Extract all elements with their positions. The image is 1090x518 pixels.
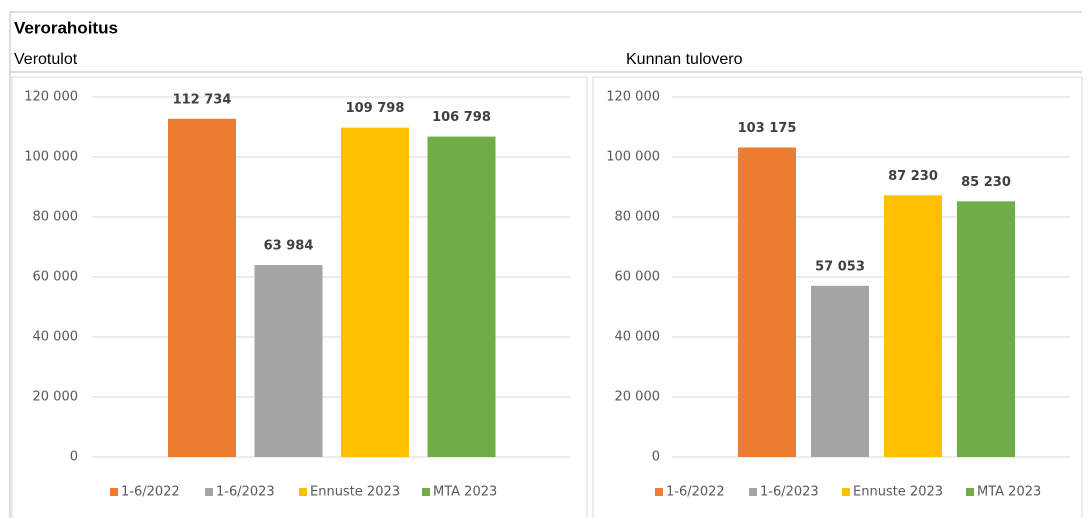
- legend-marker: [655, 488, 663, 496]
- y-tick-label: 100 000: [606, 150, 660, 165]
- legend-label: MTA 2023: [977, 485, 1041, 500]
- y-tick-label: 120 000: [24, 90, 78, 105]
- legend-marker: [966, 488, 974, 496]
- legend-label: Ennuste 2023: [853, 485, 943, 500]
- y-tick-label: 120 000: [606, 90, 660, 105]
- y-tick-label: 80 000: [615, 210, 661, 225]
- legend-marker: [842, 488, 850, 496]
- y-tick-label: 20 000: [615, 390, 661, 405]
- chart-title: Kunnan tulovero: [626, 51, 743, 68]
- y-tick-label: 40 000: [615, 330, 661, 345]
- chart-frame: [592, 76, 1083, 518]
- y-tick-label: 0: [70, 450, 78, 465]
- legend-marker: [110, 488, 118, 496]
- legend-marker: [205, 488, 213, 496]
- data-label: 63 984: [264, 239, 314, 254]
- y-tick-label: 100 000: [24, 150, 78, 165]
- legend-label: Ennuste 2023: [310, 485, 400, 500]
- data-label: 103 175: [738, 121, 797, 136]
- legend-marker: [299, 488, 307, 496]
- bar: [738, 147, 796, 457]
- data-label: 106 798: [432, 110, 491, 125]
- legend-marker: [422, 488, 430, 496]
- data-label: 57 053: [815, 259, 865, 274]
- bar: [254, 265, 323, 457]
- page-title: Verorahoitus: [14, 18, 118, 37]
- legend-marker: [749, 488, 757, 496]
- legend-label: 1-6/2023: [216, 485, 275, 500]
- y-tick-label: 80 000: [33, 210, 79, 225]
- data-label: 109 798: [346, 101, 405, 116]
- data-label: 87 230: [888, 169, 938, 184]
- y-tick-label: 40 000: [33, 330, 79, 345]
- chart-frame: [11, 76, 588, 518]
- y-tick-label: 60 000: [33, 270, 79, 285]
- legend-label: 1-6/2022: [121, 485, 180, 500]
- chart-title: Verotulot: [14, 51, 78, 68]
- y-tick-label: 60 000: [615, 270, 661, 285]
- bar: [957, 201, 1015, 457]
- legend-label: MTA 2023: [433, 485, 497, 500]
- y-tick-label: 0: [652, 450, 660, 465]
- bar: [884, 195, 942, 457]
- legend-label: 1-6/2023: [760, 485, 819, 500]
- data-label: 85 230: [961, 175, 1011, 190]
- data-label: 112 734: [173, 92, 232, 107]
- bar: [168, 118, 236, 457]
- bar: [811, 285, 869, 457]
- bar: [341, 127, 409, 457]
- legend-label: 1-6/2022: [666, 485, 725, 500]
- bar: [427, 136, 496, 457]
- y-tick-label: 20 000: [33, 390, 79, 405]
